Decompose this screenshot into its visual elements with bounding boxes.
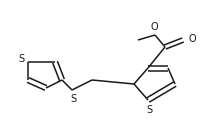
Text: S: S [145,105,151,115]
Text: S: S [70,94,76,104]
Text: O: O [187,34,195,44]
Text: S: S [18,54,24,64]
Text: O: O [150,22,157,32]
